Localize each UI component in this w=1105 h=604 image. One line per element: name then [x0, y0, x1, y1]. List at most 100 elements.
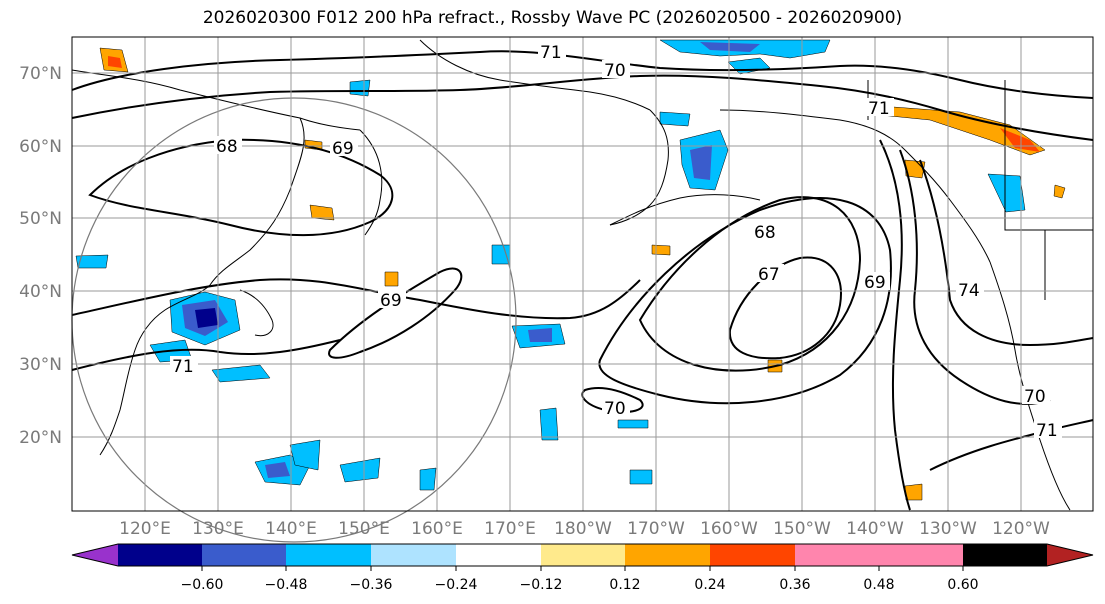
longitude-labels: 120°E 130°E 140°E 150°E 160°E 170°E 180°… — [119, 519, 1050, 539]
lon-label-140e: 140°E — [265, 519, 317, 539]
colorbar-label: 0.60 — [947, 577, 978, 593]
colorbar: −0.60 −0.48 −0.36 −0.24 −0.12 0.12 0.24 … — [71, 543, 1094, 593]
shaded-anomalies — [75, 39, 1066, 501]
contour-label-74: 74 — [958, 281, 980, 301]
contour-70-south — [581, 387, 644, 413]
shade-patch-north-core — [700, 42, 760, 52]
coast-okhotsk — [209, 117, 305, 286]
shade-patch-pos-nw-core — [108, 56, 122, 68]
colorbar-label: −0.48 — [265, 577, 308, 593]
contour-label-70-b: 70 — [604, 399, 626, 419]
contour-label-68-a: 68 — [216, 137, 238, 157]
colorbar-segment — [625, 544, 710, 566]
lon-label-140w: 140°W — [846, 519, 904, 539]
contour-68-west — [88, 138, 394, 237]
shade-patch-bc — [987, 173, 1026, 213]
contour-label-bg — [214, 136, 242, 154]
contour-71-sw — [71, 339, 341, 371]
colorbar-label: −0.60 — [181, 577, 224, 593]
shade-patch-south2 — [289, 439, 321, 471]
colorbar-ticks — [201, 566, 964, 571]
shade-patch-pos-sakhalin — [309, 204, 335, 221]
colorbar-segment — [72, 544, 118, 566]
colorbar-label: 0.48 — [863, 577, 894, 593]
shade-patch-alaska-core — [690, 145, 712, 180]
colorbar-label: −0.24 — [435, 577, 478, 593]
shade-patch-hawaii — [539, 407, 559, 441]
contour-label-bg — [956, 280, 984, 298]
contour-label-bg — [752, 222, 780, 240]
latitude-labels: 70°N 60°N 50°N 40°N 30°N 20°N — [19, 64, 62, 448]
shade-patch-ecs — [211, 364, 271, 383]
shade-patch-mid — [491, 244, 511, 265]
contour-label-bg — [866, 98, 894, 116]
lon-label-150e: 150°E — [338, 519, 390, 539]
colorbar-outline — [71, 543, 1094, 567]
lat-label-30n: 30°N — [19, 355, 62, 375]
shade-patch-china — [75, 254, 109, 269]
contour-70-east — [899, 149, 1051, 405]
contour-label-bg — [862, 272, 890, 290]
shade-patch-japan-core — [195, 308, 218, 328]
colorbar-segment — [879, 544, 963, 566]
shade-patch-south6 — [617, 419, 649, 429]
contour-label-bg — [602, 60, 630, 78]
colorbar-label: 0.12 — [609, 577, 640, 593]
lon-label-170w: 170°W — [627, 519, 685, 539]
colorbar-segment — [963, 544, 1047, 566]
colorbar-segment — [795, 544, 879, 566]
lon-label-160e: 160°E — [411, 519, 463, 539]
shade-patch-pos-ne — [879, 105, 1046, 156]
contour-label-70-c: 70 — [1024, 387, 1046, 407]
contour-label-71-b: 71 — [868, 99, 890, 119]
colorbar-label: −0.12 — [520, 577, 563, 593]
lon-label-130e: 130°E — [192, 519, 244, 539]
colorbar-segment — [371, 544, 456, 566]
contour-label-69-c: 69 — [864, 273, 886, 293]
coast-aleutian — [609, 194, 761, 226]
contour-label-70-a: 70 — [604, 61, 626, 81]
lon-label-150w: 150°W — [773, 519, 831, 539]
shade-patch-okhotsk — [349, 79, 371, 97]
shade-patch-pos-south — [904, 483, 923, 501]
shade-patch-bering — [659, 111, 691, 127]
coast-china — [99, 284, 211, 456]
lon-label-170e: 170°E — [484, 519, 536, 539]
coast-japan — [239, 289, 274, 337]
shade-patch-central-core — [528, 328, 552, 342]
contour-label-bg — [1034, 420, 1062, 438]
contour-label-bg — [378, 290, 406, 308]
lon-label-180w: 180°W — [554, 519, 612, 539]
lon-label-120w: 120°W — [992, 519, 1050, 539]
contour-74-east — [919, 159, 1094, 347]
contour-label-71-a: 71 — [540, 43, 562, 63]
colorbar-segment — [1047, 544, 1093, 566]
colorbar-label: −0.36 — [350, 577, 393, 593]
coast-kamchatka — [359, 129, 383, 236]
lon-label-120e: 120°E — [119, 519, 171, 539]
lat-label-40n: 40°N — [19, 282, 62, 302]
colorbar-label: 0.24 — [694, 577, 725, 593]
contour-label-bg — [330, 138, 358, 156]
contour-label-71-d: 71 — [1036, 421, 1058, 441]
contour-label-bg — [602, 398, 630, 416]
contour-label-71-c: 71 — [172, 357, 194, 377]
contour-label-69-b: 69 — [380, 291, 402, 311]
shade-patch-south1-core — [265, 462, 290, 478]
colorbar-segment — [118, 544, 202, 566]
contour-label-68-b: 68 — [754, 223, 776, 243]
shade-patch-pos-coast — [1053, 184, 1066, 199]
map-frame — [71, 36, 1094, 512]
coast-alaska-gulf — [719, 109, 991, 263]
colorbar-segment — [202, 544, 286, 566]
contour-71-mid — [71, 278, 641, 320]
map-title: 2026020300 F012 200 hPa refract., Rossby… — [202, 8, 903, 28]
shade-patch-south3 — [339, 457, 381, 483]
contour-label-bg — [170, 356, 198, 374]
contour-label-bg — [756, 264, 784, 282]
shade-patch-pos-mid2 — [651, 244, 671, 256]
contour-label-bg — [1022, 386, 1050, 404]
contour-71-north — [71, 50, 1094, 99]
shade-patch-south4 — [419, 467, 437, 491]
